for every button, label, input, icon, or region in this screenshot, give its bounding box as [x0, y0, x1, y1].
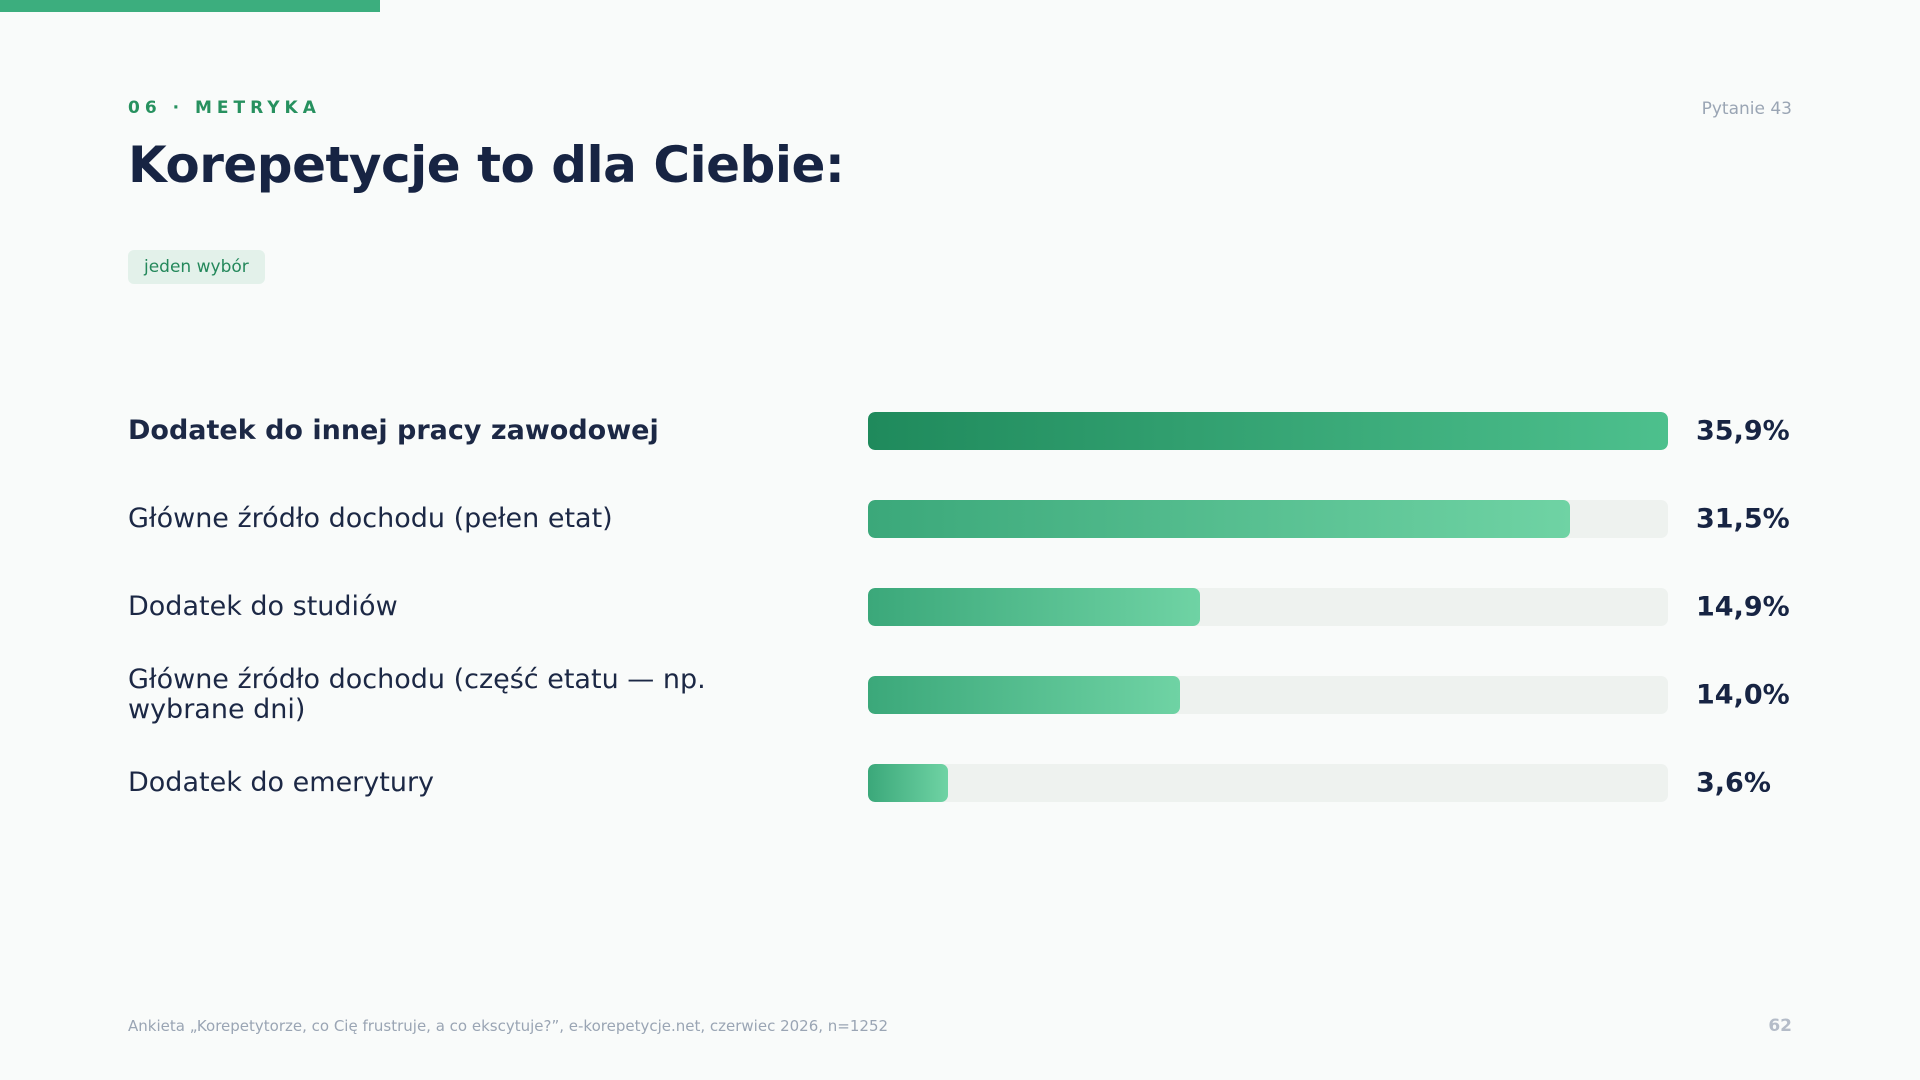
bar	[868, 676, 1180, 714]
bar-value-label: 14,0%	[1696, 679, 1790, 711]
bar-label: Dodatek do studiów	[128, 591, 398, 622]
question-number: Pytanie 43	[1701, 99, 1792, 119]
bar-track	[868, 676, 1668, 714]
page-number: 62	[1768, 1016, 1792, 1036]
top-accent-bar	[0, 0, 380, 12]
bar-track	[868, 764, 1668, 802]
bar-track	[868, 500, 1668, 538]
bar	[868, 412, 1668, 450]
bar	[868, 588, 1201, 626]
bar-track	[868, 588, 1668, 626]
source-footnote: Ankieta „Korepetytorze, co Cię frustruje…	[128, 1017, 889, 1035]
bar-value-label: 3,6%	[1696, 767, 1771, 799]
bar	[868, 500, 1570, 538]
answer-type-badge: jeden wybór	[128, 250, 265, 284]
bar-value-label: 35,9%	[1696, 415, 1790, 447]
bar-label: Dodatek do innej pracy zawodowej	[128, 415, 659, 446]
bar-label: Główne źródło dochodu (pełen etat)	[128, 503, 613, 534]
section-label: 06 · METRYKA	[128, 98, 321, 118]
bar-track	[868, 412, 1668, 450]
page-title: Korepetycje to dla Ciebie:	[128, 136, 845, 194]
bar-value-label: 14,9%	[1696, 591, 1790, 623]
bar-label: Główne źródło dochodu (część etatu — np.…	[128, 664, 706, 725]
bar-label: Dodatek do emerytury	[128, 767, 435, 798]
bar-value-label: 31,5%	[1696, 503, 1790, 535]
bar	[868, 764, 949, 802]
